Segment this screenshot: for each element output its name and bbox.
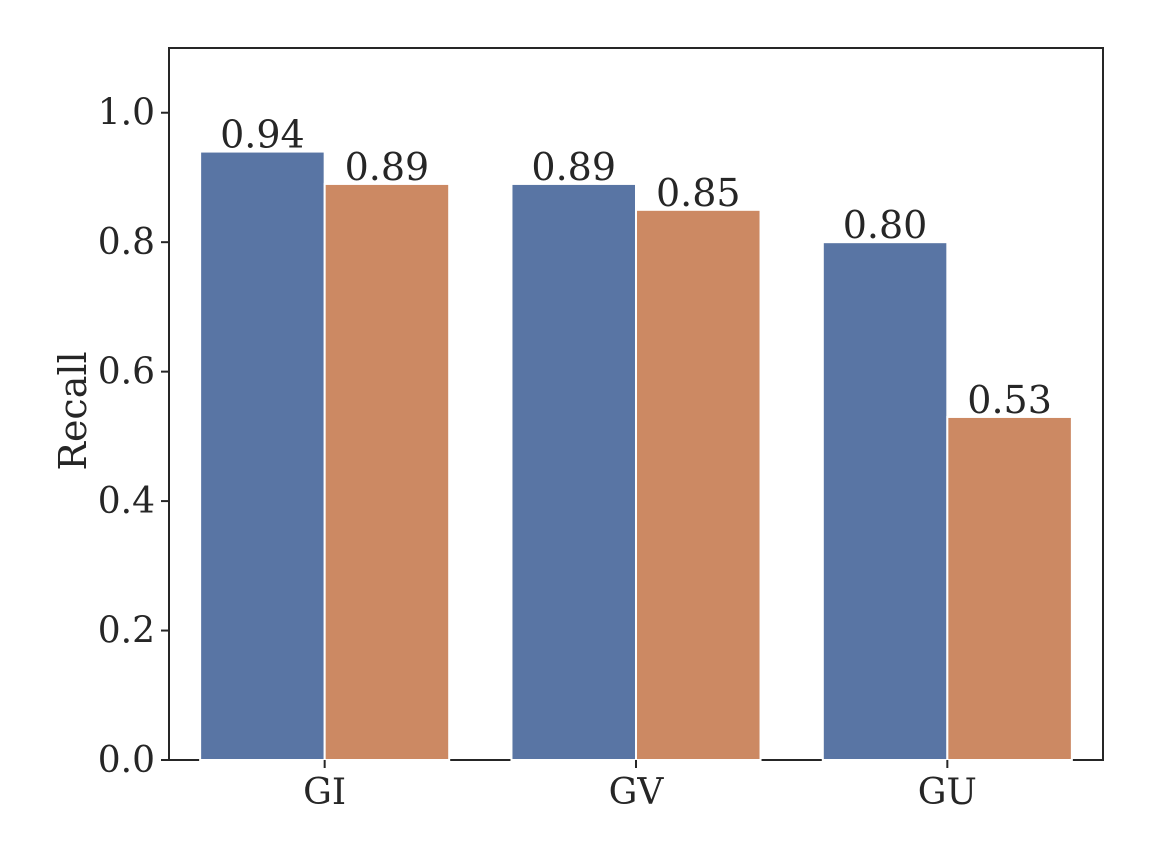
y-axis-ticks: 0.0 0.2 0.4 0.6 0.8 1.0 bbox=[98, 93, 169, 781]
bar-value-label: 0.89 bbox=[345, 145, 430, 189]
y-tick-label: 1.0 bbox=[98, 93, 155, 134]
bar-gv-series-2 bbox=[635, 208, 762, 761]
bar-gv-series-1 bbox=[510, 182, 638, 762]
bar-value-label: 0.53 bbox=[967, 378, 1052, 422]
x-tick-label: GU bbox=[918, 772, 977, 813]
bar-gu-series-1 bbox=[821, 241, 949, 761]
bar-labels-group: 0.94 0.89 0.80 0.89 0.85 0.53 bbox=[220, 113, 1052, 422]
bar-value-label: 0.80 bbox=[843, 203, 928, 247]
x-axis-ticks: GI GV GU bbox=[303, 760, 977, 813]
bar-gi-series-1 bbox=[199, 150, 326, 761]
y-tick-label: 0.8 bbox=[98, 222, 155, 263]
y-axis-title: Recall bbox=[51, 351, 95, 470]
bar-gu-series-2 bbox=[946, 415, 1073, 761]
y-tick-label: 0.4 bbox=[98, 481, 155, 522]
y-tick-label: 0.6 bbox=[98, 352, 155, 393]
bars-group bbox=[199, 150, 1073, 762]
bar-value-label: 0.94 bbox=[220, 113, 305, 157]
y-tick-label: 0.2 bbox=[98, 611, 155, 652]
x-tick-label: GV bbox=[609, 772, 665, 813]
y-tick-label: 0.0 bbox=[98, 740, 155, 781]
bar-value-label: 0.85 bbox=[656, 171, 741, 215]
bar-gi-series-2 bbox=[323, 182, 451, 762]
x-tick-label: GI bbox=[303, 772, 346, 813]
bar-value-label: 0.89 bbox=[531, 145, 616, 189]
